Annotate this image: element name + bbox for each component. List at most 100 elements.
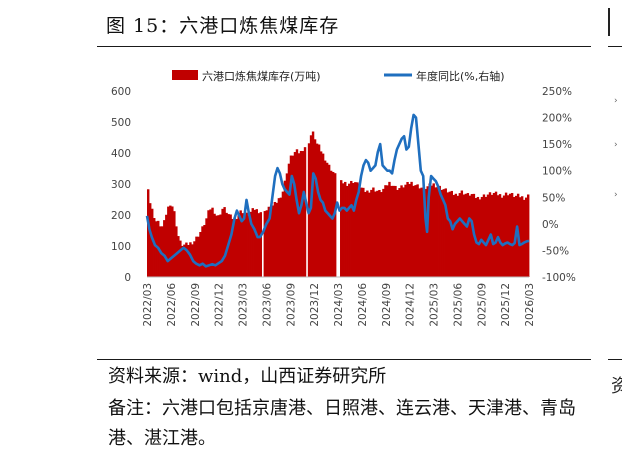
inventory-bar: [454, 193, 458, 277]
inventory-bar: [344, 181, 347, 277]
inventory-bar: [430, 185, 433, 277]
inventory-bar: [422, 186, 425, 277]
inventory-bar: [462, 194, 466, 277]
inventory-bar: [217, 215, 220, 277]
inventory-bar: [442, 189, 445, 277]
inventory-bar: [275, 202, 279, 277]
adjacent-footer-divider: [608, 359, 622, 360]
inventory-bar: [239, 210, 242, 277]
inventory-bar: [480, 196, 484, 277]
inventory-bar: [267, 206, 271, 277]
inventory-bar: [249, 211, 252, 277]
inventory-bar: [237, 215, 240, 277]
inventory-bar: [470, 194, 474, 277]
inventory-bar: [414, 185, 417, 277]
inventory-bar: [452, 194, 456, 277]
inventory-bar: [378, 189, 381, 277]
inventory-bar: [163, 220, 166, 277]
right-axis-tick-label: 250%: [542, 86, 572, 98]
inventory-bar: [424, 188, 427, 277]
inventory-bar: [251, 208, 254, 277]
inventory-bar: [518, 197, 522, 277]
left-axis-tick-label: 400: [111, 148, 131, 160]
inventory-bar: [253, 209, 256, 277]
x-axis-tick-label: 2022/09: [190, 283, 202, 327]
inventory-bar: [169, 205, 172, 277]
inventory-bar: [364, 191, 367, 277]
inventory-bar: [350, 180, 353, 277]
inventory-bar: [524, 197, 528, 277]
inventory-bar: [374, 191, 377, 277]
inventory-bar: [231, 218, 234, 277]
inventory-bar: [189, 242, 192, 277]
inventory-bar: [460, 190, 464, 277]
inventory-bar: [207, 210, 210, 277]
inventory-bar: [171, 206, 174, 277]
inventory-bar: [219, 214, 222, 277]
inventory-bar: [412, 185, 415, 277]
adjacent-figure-edge: [608, 8, 622, 36]
inventory-bar: [245, 212, 248, 277]
x-axis-tick-label: 2024/03: [333, 283, 345, 327]
inventory-bar: [313, 139, 317, 277]
inventory-bar: [508, 193, 512, 277]
inventory-bar: [396, 189, 399, 277]
inventory-bar: [526, 194, 530, 277]
inventory-bar: [147, 189, 150, 277]
inventory-bar: [265, 210, 269, 277]
inventory-bar: [416, 184, 419, 277]
right-axis-tick-label: 150%: [542, 139, 572, 151]
adjacent-figure-fragment: 资: [611, 376, 622, 397]
x-axis-tick-label: 2023/09: [285, 283, 297, 327]
inventory-bar: [406, 181, 409, 277]
inventory-bar: [167, 206, 170, 277]
inventory-bar: [362, 187, 365, 277]
inventory-bar: [325, 162, 329, 277]
inventory-bar: [372, 187, 375, 277]
x-axis-tick-label: 2024/12: [405, 283, 417, 327]
inventory-bar: [432, 183, 435, 277]
inventory-bar: [392, 185, 395, 277]
inventory-bar: [388, 181, 391, 277]
inventory-bar: [175, 226, 178, 277]
inventory-bar: [299, 150, 303, 277]
inventory-bar: [243, 213, 246, 277]
coking-coal-port-inventory-chart: 六港口炼焦煤库存(万吨) 年度同比(%,右轴) 0 100 200 300 400 500…: [111, 69, 576, 327]
inventory-bar: [476, 196, 480, 277]
inventory-bar: [438, 185, 441, 277]
inventory-bar: [331, 171, 335, 277]
inventory-bar: [187, 245, 190, 277]
inventory-bar: [400, 185, 403, 277]
inventory-bar: [179, 240, 182, 277]
inventory-bar: [281, 191, 285, 277]
inventory-bar: [520, 196, 524, 277]
x-axis-tick-label: 2022/06: [166, 283, 178, 327]
inventory-bar: [303, 147, 307, 277]
inventory-bar: [199, 232, 202, 277]
inventory-bar: [512, 197, 516, 277]
chart-legend: 六港口炼焦煤库存(万吨) 年度同比(%,右轴): [172, 69, 505, 83]
x-axis-tick-label: 2025/03: [429, 283, 441, 327]
inventory-bar: [486, 194, 490, 277]
inventory-bar: [263, 211, 267, 277]
inventory-bar: [279, 197, 283, 277]
inventory-bar: [510, 192, 514, 277]
inventory-bar: [211, 207, 214, 277]
x-axis-tick-label: 2025/12: [500, 283, 512, 327]
inventory-bar: [181, 245, 184, 277]
inventory-bar: [255, 209, 258, 277]
inventory-bar: [386, 185, 389, 277]
source-text: 资料来源：wind，山西证券研究所: [108, 366, 387, 387]
inventory-bar: [504, 192, 508, 277]
inventory-bar: [333, 173, 337, 277]
inventory-bar: [478, 199, 482, 277]
inventory-bar: [466, 193, 470, 277]
inventory-bar: [384, 185, 387, 277]
title-divider: [97, 46, 591, 47]
inventory-bar: [155, 221, 158, 277]
x-axis-tick-label: 2025/06: [452, 283, 464, 327]
adjacent-figure-divider: [608, 46, 622, 47]
inventory-bar: [394, 185, 397, 277]
inventory-bar: [366, 190, 369, 277]
legend-label-yoy: 年度同比(%,右轴): [416, 69, 505, 83]
